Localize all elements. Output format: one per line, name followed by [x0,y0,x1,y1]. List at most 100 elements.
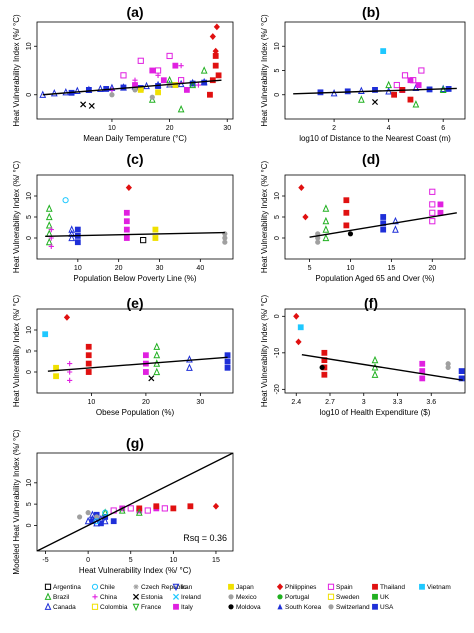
panel-7: (g) -5 0 5 10 15 0 5 10 Heat Vulnerability Index … [12,429,234,575]
legend-label: Moldova [236,604,261,611]
data-point [94,514,100,520]
x-tick-label: 15 [387,265,395,272]
regression-line [301,353,463,381]
y-tick-label: 0 [26,523,33,527]
data-point [84,516,92,525]
y-axis-label: Heat Vulnerability Index (%/ °C) [260,295,269,408]
y-tick-label: 10 [26,326,33,334]
legend-item: Switzerland [328,604,370,611]
x-tick-label: 20 [115,265,123,272]
x-tick-label: 10 [108,125,116,132]
data-point [415,82,422,88]
y-tick-label: 0 [26,236,33,240]
data-point [85,510,91,516]
data-point [391,91,397,98]
plot-area [39,23,222,113]
plot-frame [284,308,466,394]
plot-frame [284,21,466,120]
data-point [97,84,104,93]
y-tick-label: 5 [274,215,281,219]
data-point [372,87,378,93]
data-point [458,368,465,374]
legend-marker [91,603,99,610]
data-point [118,506,126,514]
data-point [48,243,54,249]
legend-item: Estonia [132,593,163,601]
legend-label: Brazil [53,594,70,601]
data-point [445,364,451,371]
data-point [212,47,219,55]
data-point [343,222,350,229]
legend-marker [44,592,52,600]
legend-label: Thailand [380,584,405,591]
legend-marker [372,593,378,600]
data-point [68,233,76,242]
regression-line [293,87,457,95]
data-point [85,352,92,359]
y-tick-label: 10 [26,192,33,200]
legend-label: Vietnam [427,584,451,591]
legend-item: Moldova [228,604,261,611]
data-point [177,104,185,113]
data-point [419,375,426,382]
legend-item: France [132,603,162,612]
x-tick-label: 5 [129,557,133,564]
data-point [357,86,365,94]
legend-label: China [100,594,117,601]
plot-frame [284,174,466,260]
x-tick-label: 5 [308,265,312,272]
legend-item: Thailand [372,583,405,591]
legend-label: Argentina [53,584,81,591]
data-point [45,212,53,221]
data-point [123,209,130,216]
data-point [53,364,59,371]
data-point [149,67,156,74]
x-tick-label: 0 [86,557,90,564]
legend-marker [132,603,140,612]
data-point [127,505,134,512]
data-point [45,204,53,212]
legend-label: Estonia [141,594,163,601]
data-point [439,85,447,93]
panel-letter: (b) [362,4,380,20]
data-point [322,204,330,212]
y-tick-label: 0 [26,370,33,374]
legend-marker [173,603,179,610]
data-point [429,201,436,208]
data-point [85,343,92,350]
data-point [371,370,379,378]
legend-item: Mexico [228,594,257,601]
x-tick-label: 4 [387,125,391,132]
legend-item: Colombia [91,603,128,611]
data-point [212,62,219,69]
data-point [42,331,49,338]
y-tick-label: 0 [274,314,281,318]
legend-label: Spain [336,584,353,591]
x-axis-label: Population Below Poverty Line (%) [73,274,197,283]
data-point [67,361,73,367]
x-tick-label: 10 [88,399,96,406]
y-tick-label: 10 [26,479,33,487]
data-point [412,100,420,108]
legend-marker [372,583,378,590]
legend-item: Japan [228,583,254,591]
legend-marker [91,583,99,590]
y-tick-label: 5 [26,349,33,353]
y-tick-label: 0 [274,93,281,97]
legend-label: Czech Republic [141,584,187,591]
data-point [149,94,155,100]
legend-label: Iran [181,584,193,591]
data-point [293,312,300,320]
data-point [140,237,147,244]
panel-letter: (d) [362,151,380,167]
x-tick-label: 40 [196,265,204,272]
data-point [189,80,197,89]
legend-label: USA [380,604,394,611]
x-tick-label: 2 [332,125,336,132]
data-point [207,91,213,98]
data-point [347,231,354,237]
data-point [137,57,144,64]
y-axis-label: Heat Vulnerability Index (%/ °C) [12,14,21,127]
data-point [458,375,465,382]
